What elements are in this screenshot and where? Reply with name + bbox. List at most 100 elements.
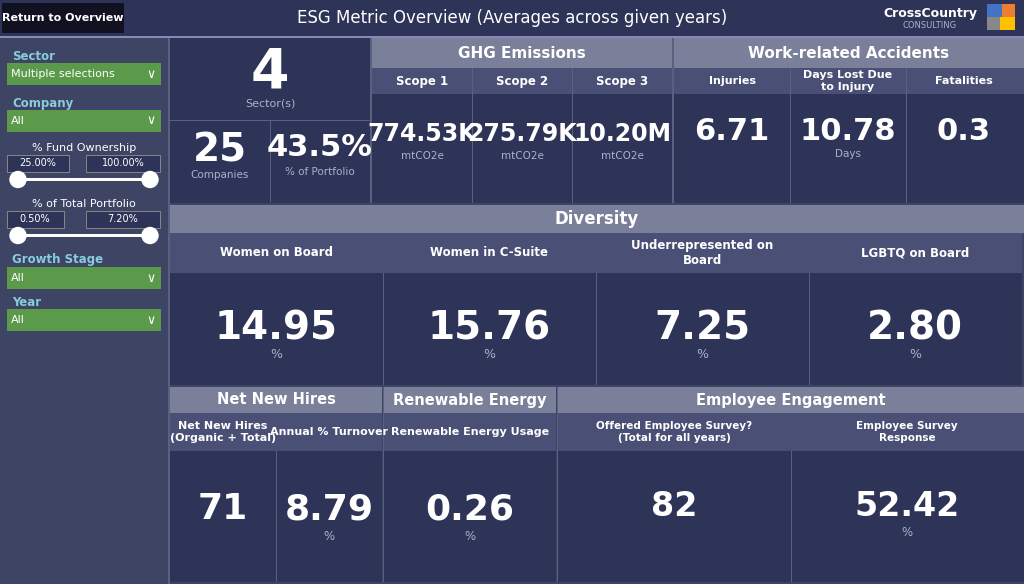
Text: Return to Overview: Return to Overview [2,13,124,23]
Bar [7,155,69,172]
Bar [809,233,1022,385]
Text: All: All [11,315,25,325]
Text: GHG Emissions: GHG Emissions [458,46,586,61]
Bar [596,233,809,385]
Text: 43.5%: 43.5% [267,134,373,162]
Text: 52.42: 52.42 [854,489,959,523]
Bar [674,68,1024,94]
Bar [276,413,382,451]
Circle shape [142,228,158,244]
Text: 7.25: 7.25 [654,309,750,347]
Bar [0,36,1024,38]
Text: ESG Metric Overview (Averages across given years): ESG Metric Overview (Averages across giv… [297,9,727,27]
Bar [7,110,161,132]
Text: CONSULTING: CONSULTING [903,22,957,30]
Bar [384,387,556,413]
Text: Underrepresented on
Board: Underrepresented on Board [631,238,773,267]
Text: Scope 3: Scope 3 [596,75,648,88]
Text: 25: 25 [193,131,247,169]
Text: Renewable Energy: Renewable Energy [393,392,547,408]
Bar [987,4,1002,17]
Bar [170,413,276,451]
Circle shape [10,172,26,187]
Text: All: All [11,273,25,283]
Text: ∨: ∨ [146,68,156,81]
Bar [809,233,1022,273]
Text: Diversity: Diversity [555,210,639,228]
Bar [1002,4,1015,17]
Bar [372,38,672,68]
Bar [7,267,161,289]
Text: All: All [11,116,25,126]
Bar [383,233,596,385]
Text: 8.79: 8.79 [285,492,374,526]
Text: Offered Employee Survey?
(Total for all years): Offered Employee Survey? (Total for all … [596,421,752,443]
Bar [7,63,161,85]
Text: Work-related Accidents: Work-related Accidents [749,46,949,61]
Bar [596,233,809,273]
Text: Women on Board: Women on Board [219,246,333,259]
Text: Growth Stage: Growth Stage [12,253,103,266]
Bar [384,413,556,451]
Bar [1000,17,1015,30]
Bar [86,155,160,172]
Text: Renewable Energy Usage: Renewable Energy Usage [391,427,549,437]
Text: %: % [696,349,708,361]
Bar [383,233,596,273]
Text: 2.80: 2.80 [867,309,963,347]
Text: LGBTQ on Board: LGBTQ on Board [861,246,969,259]
Text: 275.79K: 275.79K [467,122,577,146]
Bar [170,233,383,385]
Text: ∨: ∨ [146,114,156,127]
Bar [7,309,161,331]
Bar [558,413,791,582]
Text: %: % [324,530,335,543]
Text: 100.00%: 100.00% [101,158,144,169]
Bar [674,38,1024,203]
Text: Net New Hires
(Organic + Total): Net New Hires (Organic + Total) [170,421,276,443]
Circle shape [142,172,158,187]
Bar [558,387,1024,413]
Text: mtCO2e: mtCO2e [501,151,544,161]
Text: Company: Company [12,96,74,110]
Bar [170,413,276,582]
Text: Employee Survey
Response: Employee Survey Response [856,421,957,443]
Text: % of Portfolio: % of Portfolio [285,167,355,177]
Text: 15.76: 15.76 [427,309,551,347]
Bar [7,211,63,228]
Text: mtCO2e: mtCO2e [600,151,643,161]
Bar [170,38,370,203]
Text: 10.78: 10.78 [800,117,896,147]
Bar [987,17,1000,30]
Bar [791,413,1024,582]
Text: 25.00%: 25.00% [19,158,56,169]
Bar [18,178,150,180]
Text: Scope 2: Scope 2 [496,75,548,88]
Text: 0.26: 0.26 [426,492,514,526]
Text: CrossCountry: CrossCountry [883,8,977,20]
Bar [170,120,370,121]
Text: %: % [270,349,282,361]
Text: %: % [909,349,921,361]
Text: 14.95: 14.95 [214,309,338,347]
Text: Injuries: Injuries [709,76,756,86]
Text: Scope 1: Scope 1 [396,75,449,88]
Text: 7.20%: 7.20% [108,214,138,224]
Text: Net New Hires: Net New Hires [216,392,336,408]
Text: ∨: ∨ [146,272,156,284]
Text: Sector(s): Sector(s) [245,98,295,108]
Bar [674,38,1024,68]
Text: % of Total Portfolio: % of Total Portfolio [32,199,136,209]
Text: Women in C-Suite: Women in C-Suite [430,246,548,259]
Bar [0,38,168,584]
Text: ∨: ∨ [146,314,156,326]
Text: 0.3: 0.3 [937,117,991,147]
Text: 774.53K: 774.53K [368,122,477,146]
Bar [168,38,170,584]
Bar [558,413,791,451]
Bar [276,413,382,582]
Bar [18,234,150,237]
Text: Days Lost Due
to Injury: Days Lost Due to Injury [804,70,893,92]
Text: Sector: Sector [12,50,55,62]
Bar [86,211,160,228]
